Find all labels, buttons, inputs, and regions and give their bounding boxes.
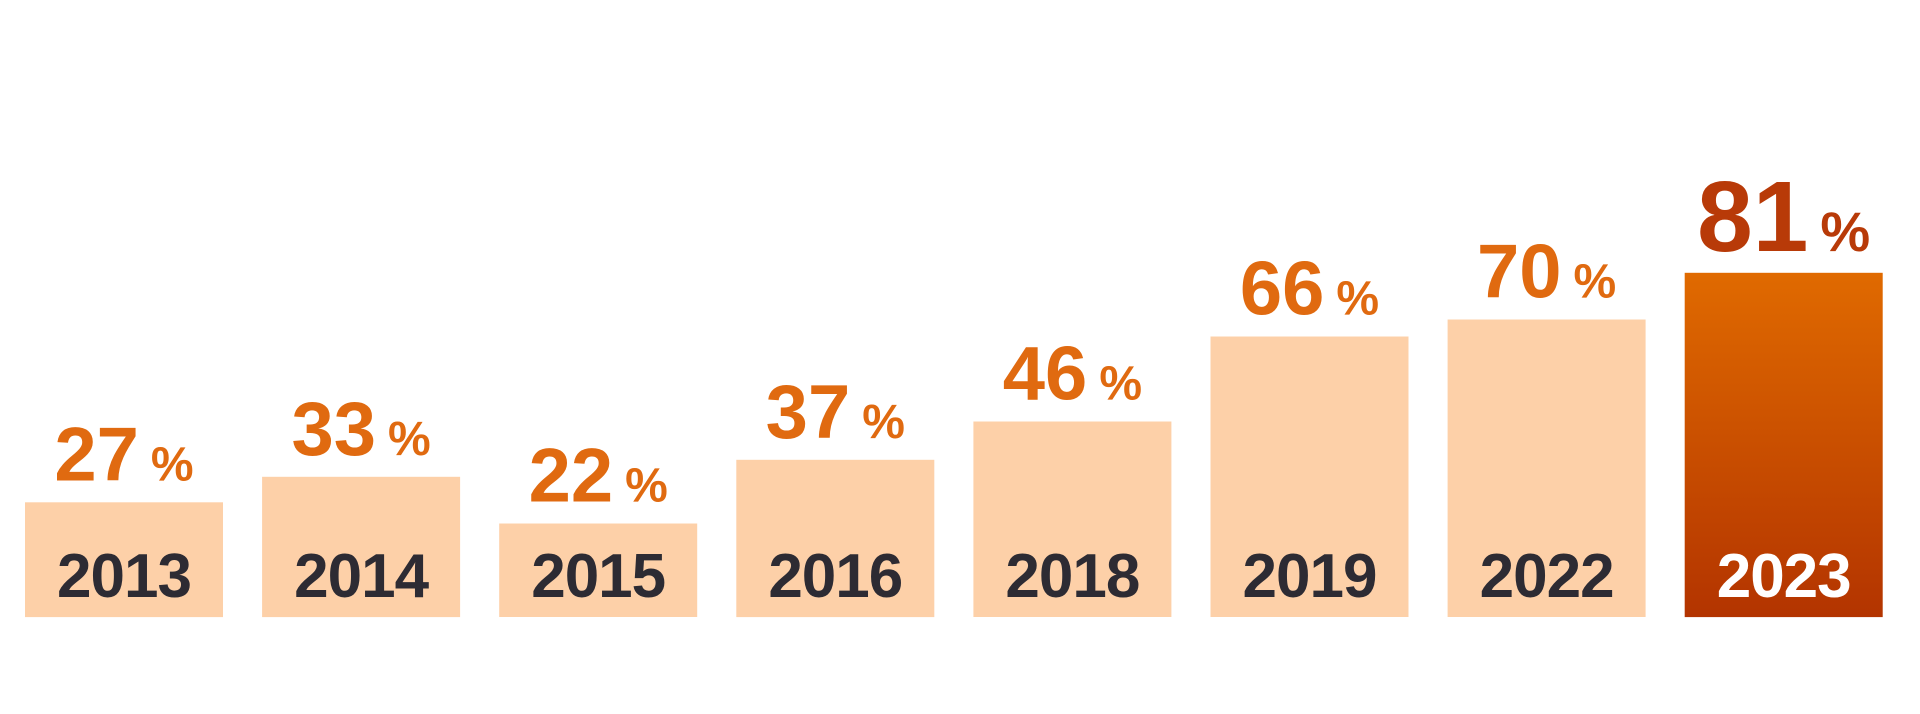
value-label-2018: 46% — [1003, 332, 1142, 417]
bar-2023 — [1684, 272, 1883, 618]
value-number: 66 — [1240, 247, 1325, 332]
value-number: 70 — [1477, 230, 1562, 315]
labels-group: 2013 27 % 2014 33 % 2015 22 % 2016 37 % 2018 46 % 2019 6… — [54, 161, 1870, 611]
bar-2019 — [1210, 336, 1409, 617]
percent-sign: % — [625, 460, 668, 513]
bar-2016 — [736, 459, 935, 618]
bars-group — [25, 272, 1883, 618]
percent-sign: % — [1099, 358, 1142, 411]
category-label-2019: 2019 — [1243, 542, 1377, 611]
bar-2013 — [25, 502, 223, 618]
category-label-2015: 2015 — [531, 542, 665, 611]
bar-2015 — [499, 523, 698, 617]
value-label-2023: 81% — [1697, 161, 1870, 273]
value-number: 33 — [291, 387, 376, 472]
bar-2022 — [1447, 319, 1646, 617]
percent-sign: % — [862, 396, 905, 449]
category-label-2013: 2013 — [57, 542, 191, 611]
category-label-2023: 2023 — [1717, 542, 1851, 611]
category-label-2016: 2016 — [768, 542, 902, 611]
value-number: 81 — [1697, 161, 1808, 273]
value-number: 37 — [766, 370, 851, 455]
value-label-2014: 33% — [291, 387, 430, 472]
value-label-2013: 27% — [54, 412, 193, 497]
category-label-2022: 2022 — [1480, 542, 1614, 611]
value-number: 22 — [529, 434, 614, 519]
value-label-2022: 70% — [1477, 230, 1616, 315]
value-number: 46 — [1003, 332, 1088, 417]
value-label-2019: 66% — [1240, 247, 1379, 332]
percent-sign: % — [1820, 200, 1870, 263]
percent-sign: % — [151, 438, 194, 491]
percent-sign: % — [388, 413, 431, 466]
value-label-2016: 37% — [766, 370, 905, 455]
bar-2014 — [262, 476, 461, 618]
bar-2018 — [973, 421, 1172, 617]
value-label-2015: 22% — [529, 434, 668, 519]
percent-sign: % — [1336, 273, 1379, 326]
category-label-2018: 2018 — [1005, 542, 1139, 611]
percent-sign: % — [1574, 256, 1617, 309]
category-label-2014: 2014 — [294, 542, 429, 611]
value-number: 27 — [54, 412, 139, 497]
